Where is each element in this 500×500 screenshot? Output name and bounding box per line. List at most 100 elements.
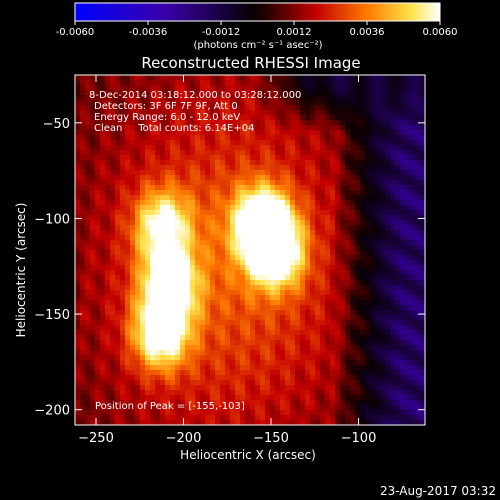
heatmap-cell: [375, 165, 381, 171]
heatmap-cell: [390, 170, 396, 176]
heatmap-cell: [270, 280, 276, 286]
heatmap-cell: [365, 350, 371, 356]
heatmap-cell: [105, 185, 111, 191]
heatmap-cell: [300, 285, 306, 291]
heatmap-cell: [325, 100, 331, 106]
heatmap-cell: [410, 75, 416, 81]
heatmap-cell: [135, 190, 141, 196]
heatmap-cell: [100, 95, 106, 101]
heatmap-cell: [305, 280, 311, 286]
heatmap-cell: [335, 130, 341, 136]
heatmap-cell: [230, 305, 236, 311]
heatmap-cell: [325, 370, 331, 376]
heatmap-cell: [315, 325, 321, 331]
heatmap-cell: [240, 235, 246, 241]
heatmap-cell: [345, 240, 351, 246]
heatmap-cell: [320, 320, 326, 326]
heatmap-cell: [80, 120, 86, 126]
heatmap-cell: [360, 220, 366, 226]
heatmap-cell: [420, 245, 425, 251]
heatmap-cell: [380, 100, 386, 106]
heatmap-cell: [380, 215, 386, 221]
heatmap-cell: [240, 320, 246, 326]
heatmap-cell: [250, 85, 256, 91]
heatmap-cell: [160, 150, 166, 156]
heatmap-cell: [300, 245, 306, 251]
heatmap-cell: [340, 300, 346, 306]
heatmap-cell: [345, 310, 351, 316]
heatmap-cell: [365, 385, 371, 391]
heatmap-cell: [255, 235, 261, 241]
heatmap-cell: [335, 300, 341, 306]
heatmap-cell: [420, 380, 425, 386]
heatmap-cell: [270, 310, 276, 316]
heatmap-cell: [145, 225, 151, 231]
heatmap-cell: [85, 225, 91, 231]
heatmap-cell: [350, 160, 356, 166]
heatmap-cell: [395, 320, 401, 326]
heatmap-cell: [340, 280, 346, 286]
heatmap-cell: [265, 300, 271, 306]
heatmap-cell: [265, 200, 271, 206]
heatmap-cell: [285, 165, 291, 171]
heatmap-cell: [85, 170, 91, 176]
heatmap-cell: [130, 340, 136, 346]
heatmap-cell: [315, 300, 321, 306]
heatmap-cell: [380, 95, 386, 101]
heatmap-cell: [390, 225, 396, 231]
heatmap-cell: [300, 235, 306, 241]
heatmap-cell: [235, 280, 241, 286]
heatmap-cell: [205, 125, 211, 131]
heatmap-cell: [390, 165, 396, 171]
heatmap-cell: [410, 300, 416, 306]
heatmap-cell: [275, 250, 281, 256]
heatmap-cell: [275, 120, 281, 126]
heatmap-cell: [410, 140, 416, 146]
heatmap-cell: [320, 210, 326, 216]
heatmap-cell: [100, 205, 106, 211]
heatmap-cell: [230, 230, 236, 236]
heatmap-cell: [370, 385, 376, 391]
heatmap-cell: [310, 100, 316, 106]
heatmap-cell: [335, 365, 341, 371]
heatmap-cell: [140, 395, 146, 401]
heatmap-cell: [250, 365, 256, 371]
heatmap-cell: [255, 310, 261, 316]
heatmap-cell: [290, 90, 296, 96]
heatmap-cell: [400, 355, 406, 361]
heatmap-cell: [375, 315, 381, 321]
heatmap-cell: [420, 250, 425, 256]
heatmap-cell: [415, 380, 421, 386]
heatmap-cell: [80, 165, 86, 171]
heatmap-cell: [420, 355, 425, 361]
heatmap-cell: [180, 95, 186, 101]
heatmap-cell: [270, 330, 276, 336]
heatmap-cell: [285, 140, 291, 146]
heatmap-cell: [290, 260, 296, 266]
heatmap-cell: [215, 415, 221, 421]
heatmap-cell: [355, 285, 361, 291]
heatmap-cell: [80, 215, 86, 221]
heatmap-cell: [335, 140, 341, 146]
heatmap-cell: [225, 100, 231, 106]
heatmap-cell: [190, 80, 196, 86]
heatmap-cell: [370, 345, 376, 351]
heatmap-cell: [380, 110, 386, 116]
heatmap-cell: [230, 415, 236, 421]
heatmap-cell: [305, 390, 311, 396]
heatmap-cell: [85, 370, 91, 376]
heatmap-cell: [390, 205, 396, 211]
heatmap-cell: [95, 355, 101, 361]
heatmap-cell: [420, 360, 425, 366]
heatmap-cell: [90, 115, 96, 121]
heatmap-cell: [240, 325, 246, 331]
heatmap-cell: [135, 100, 141, 106]
heatmap-cell: [275, 305, 281, 311]
heatmap-cell: [175, 325, 181, 331]
heatmap-cell: [280, 185, 286, 191]
heatmap-cell: [410, 120, 416, 126]
heatmap-cell: [345, 410, 351, 416]
heatmap-cell: [260, 165, 266, 171]
heatmap-cell: [365, 215, 371, 221]
heatmap-cell: [95, 80, 101, 86]
